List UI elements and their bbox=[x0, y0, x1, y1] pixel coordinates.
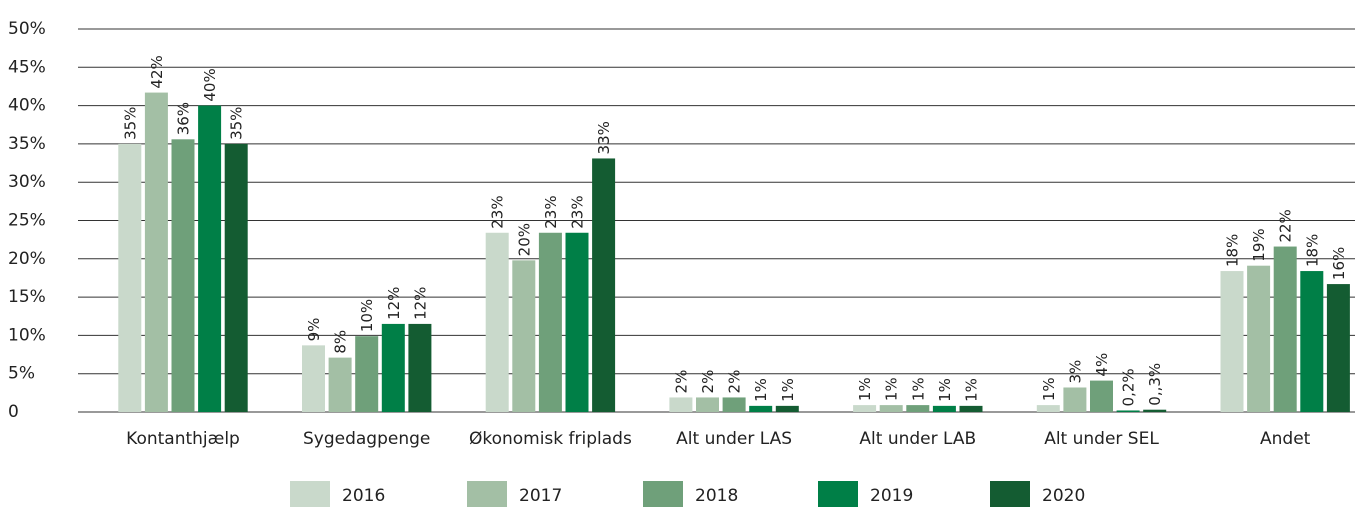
value-label: 9% bbox=[305, 318, 323, 342]
bar bbox=[1036, 405, 1060, 412]
bar bbox=[749, 405, 773, 412]
value-label: 1% bbox=[1040, 377, 1058, 401]
value-label: 2% bbox=[672, 370, 690, 394]
value-label: 1% bbox=[936, 378, 954, 402]
value-label: 23% bbox=[569, 195, 587, 228]
y-tick-label: 40% bbox=[8, 96, 46, 116]
y-tick-label: 45% bbox=[8, 57, 46, 77]
legend-swatch bbox=[467, 481, 507, 507]
value-label: 36% bbox=[175, 102, 193, 135]
bar bbox=[144, 92, 168, 412]
value-label: 8% bbox=[332, 330, 350, 354]
y-tick-label: 10% bbox=[8, 325, 46, 345]
bar bbox=[565, 232, 589, 412]
x-tick-label: Sygedagpenge bbox=[303, 429, 430, 449]
value-label: 0,,3% bbox=[1146, 363, 1164, 406]
value-label: 33% bbox=[595, 121, 613, 154]
bar bbox=[592, 158, 616, 412]
value-label: 23% bbox=[489, 195, 507, 228]
bar bbox=[328, 357, 352, 412]
y-tick-label: 0 bbox=[8, 402, 19, 422]
value-label: 2% bbox=[699, 370, 717, 394]
bar bbox=[485, 232, 509, 412]
legend-swatch bbox=[990, 481, 1030, 507]
x-tick-label: Andet bbox=[1260, 429, 1311, 449]
value-label: 20% bbox=[515, 223, 533, 256]
bar bbox=[853, 405, 877, 412]
bar bbox=[906, 405, 930, 412]
value-label: 10% bbox=[358, 299, 376, 332]
bar bbox=[1273, 246, 1297, 412]
value-label: 1% bbox=[883, 377, 901, 401]
y-tick-label: 35% bbox=[8, 134, 46, 154]
value-label: 1% bbox=[856, 377, 874, 401]
bar bbox=[669, 397, 693, 412]
bar bbox=[355, 336, 379, 412]
value-label: 35% bbox=[121, 107, 139, 140]
legend-swatch bbox=[818, 481, 858, 507]
bar bbox=[959, 405, 983, 412]
bar bbox=[224, 143, 248, 412]
value-label: 12% bbox=[385, 287, 403, 320]
value-label: 1% bbox=[779, 378, 797, 402]
legend-swatch bbox=[643, 481, 683, 507]
value-label: 16% bbox=[1330, 247, 1348, 280]
value-label: 1% bbox=[909, 377, 927, 401]
value-label: 1% bbox=[963, 378, 981, 402]
y-tick-label: 20% bbox=[8, 249, 46, 269]
bar bbox=[1063, 387, 1087, 412]
value-label: 18% bbox=[1303, 234, 1321, 267]
legend-label: 2019 bbox=[870, 486, 913, 506]
value-label: 42% bbox=[148, 55, 166, 88]
x-tick-label: Kontanthjælp bbox=[126, 429, 240, 449]
bar bbox=[171, 139, 195, 412]
value-label: 40% bbox=[201, 68, 219, 101]
value-label: 22% bbox=[1277, 209, 1295, 242]
bar bbox=[198, 105, 222, 412]
bar bbox=[775, 405, 799, 412]
bar bbox=[879, 405, 903, 412]
y-tick-label: 25% bbox=[8, 211, 46, 231]
bar bbox=[512, 260, 536, 412]
bar bbox=[1116, 410, 1140, 412]
y-tick-label: 5% bbox=[8, 364, 35, 384]
bar bbox=[1247, 265, 1271, 412]
bar bbox=[1326, 284, 1350, 412]
x-tick-label: Alt under SEL bbox=[1044, 429, 1159, 449]
bar bbox=[538, 232, 562, 412]
bar bbox=[932, 405, 956, 412]
value-label: 3% bbox=[1066, 360, 1084, 384]
y-tick-label: 50% bbox=[8, 19, 46, 39]
value-label: 23% bbox=[542, 195, 560, 228]
legend-label: 2017 bbox=[519, 486, 562, 506]
x-tick-label: Alt under LAS bbox=[676, 429, 792, 449]
value-label: 2% bbox=[726, 370, 744, 394]
bar bbox=[1090, 380, 1113, 412]
bar bbox=[1143, 409, 1167, 412]
value-label: 35% bbox=[228, 107, 246, 140]
bar bbox=[1220, 271, 1244, 412]
legend-label: 2018 bbox=[695, 486, 738, 506]
y-tick-label: 15% bbox=[8, 287, 46, 307]
bar bbox=[1300, 271, 1324, 412]
bar bbox=[722, 397, 746, 412]
value-label: 12% bbox=[411, 287, 429, 320]
value-label: 19% bbox=[1250, 228, 1268, 261]
value-label: 1% bbox=[752, 378, 770, 402]
value-label: 4% bbox=[1093, 353, 1111, 377]
bar bbox=[302, 345, 325, 412]
bar bbox=[696, 397, 719, 412]
legend-swatch bbox=[290, 481, 330, 507]
x-tick-label: Alt under LAB bbox=[859, 429, 976, 449]
legend-label: 2020 bbox=[1042, 486, 1085, 506]
y-tick-label: 30% bbox=[8, 172, 46, 192]
bar bbox=[408, 323, 432, 412]
bar bbox=[118, 143, 142, 412]
x-tick-label: Økonomisk friplads bbox=[469, 429, 632, 449]
bar bbox=[381, 323, 405, 412]
value-label: 0,2% bbox=[1120, 368, 1138, 406]
value-label: 18% bbox=[1224, 234, 1242, 267]
legend-label: 2016 bbox=[342, 486, 385, 506]
